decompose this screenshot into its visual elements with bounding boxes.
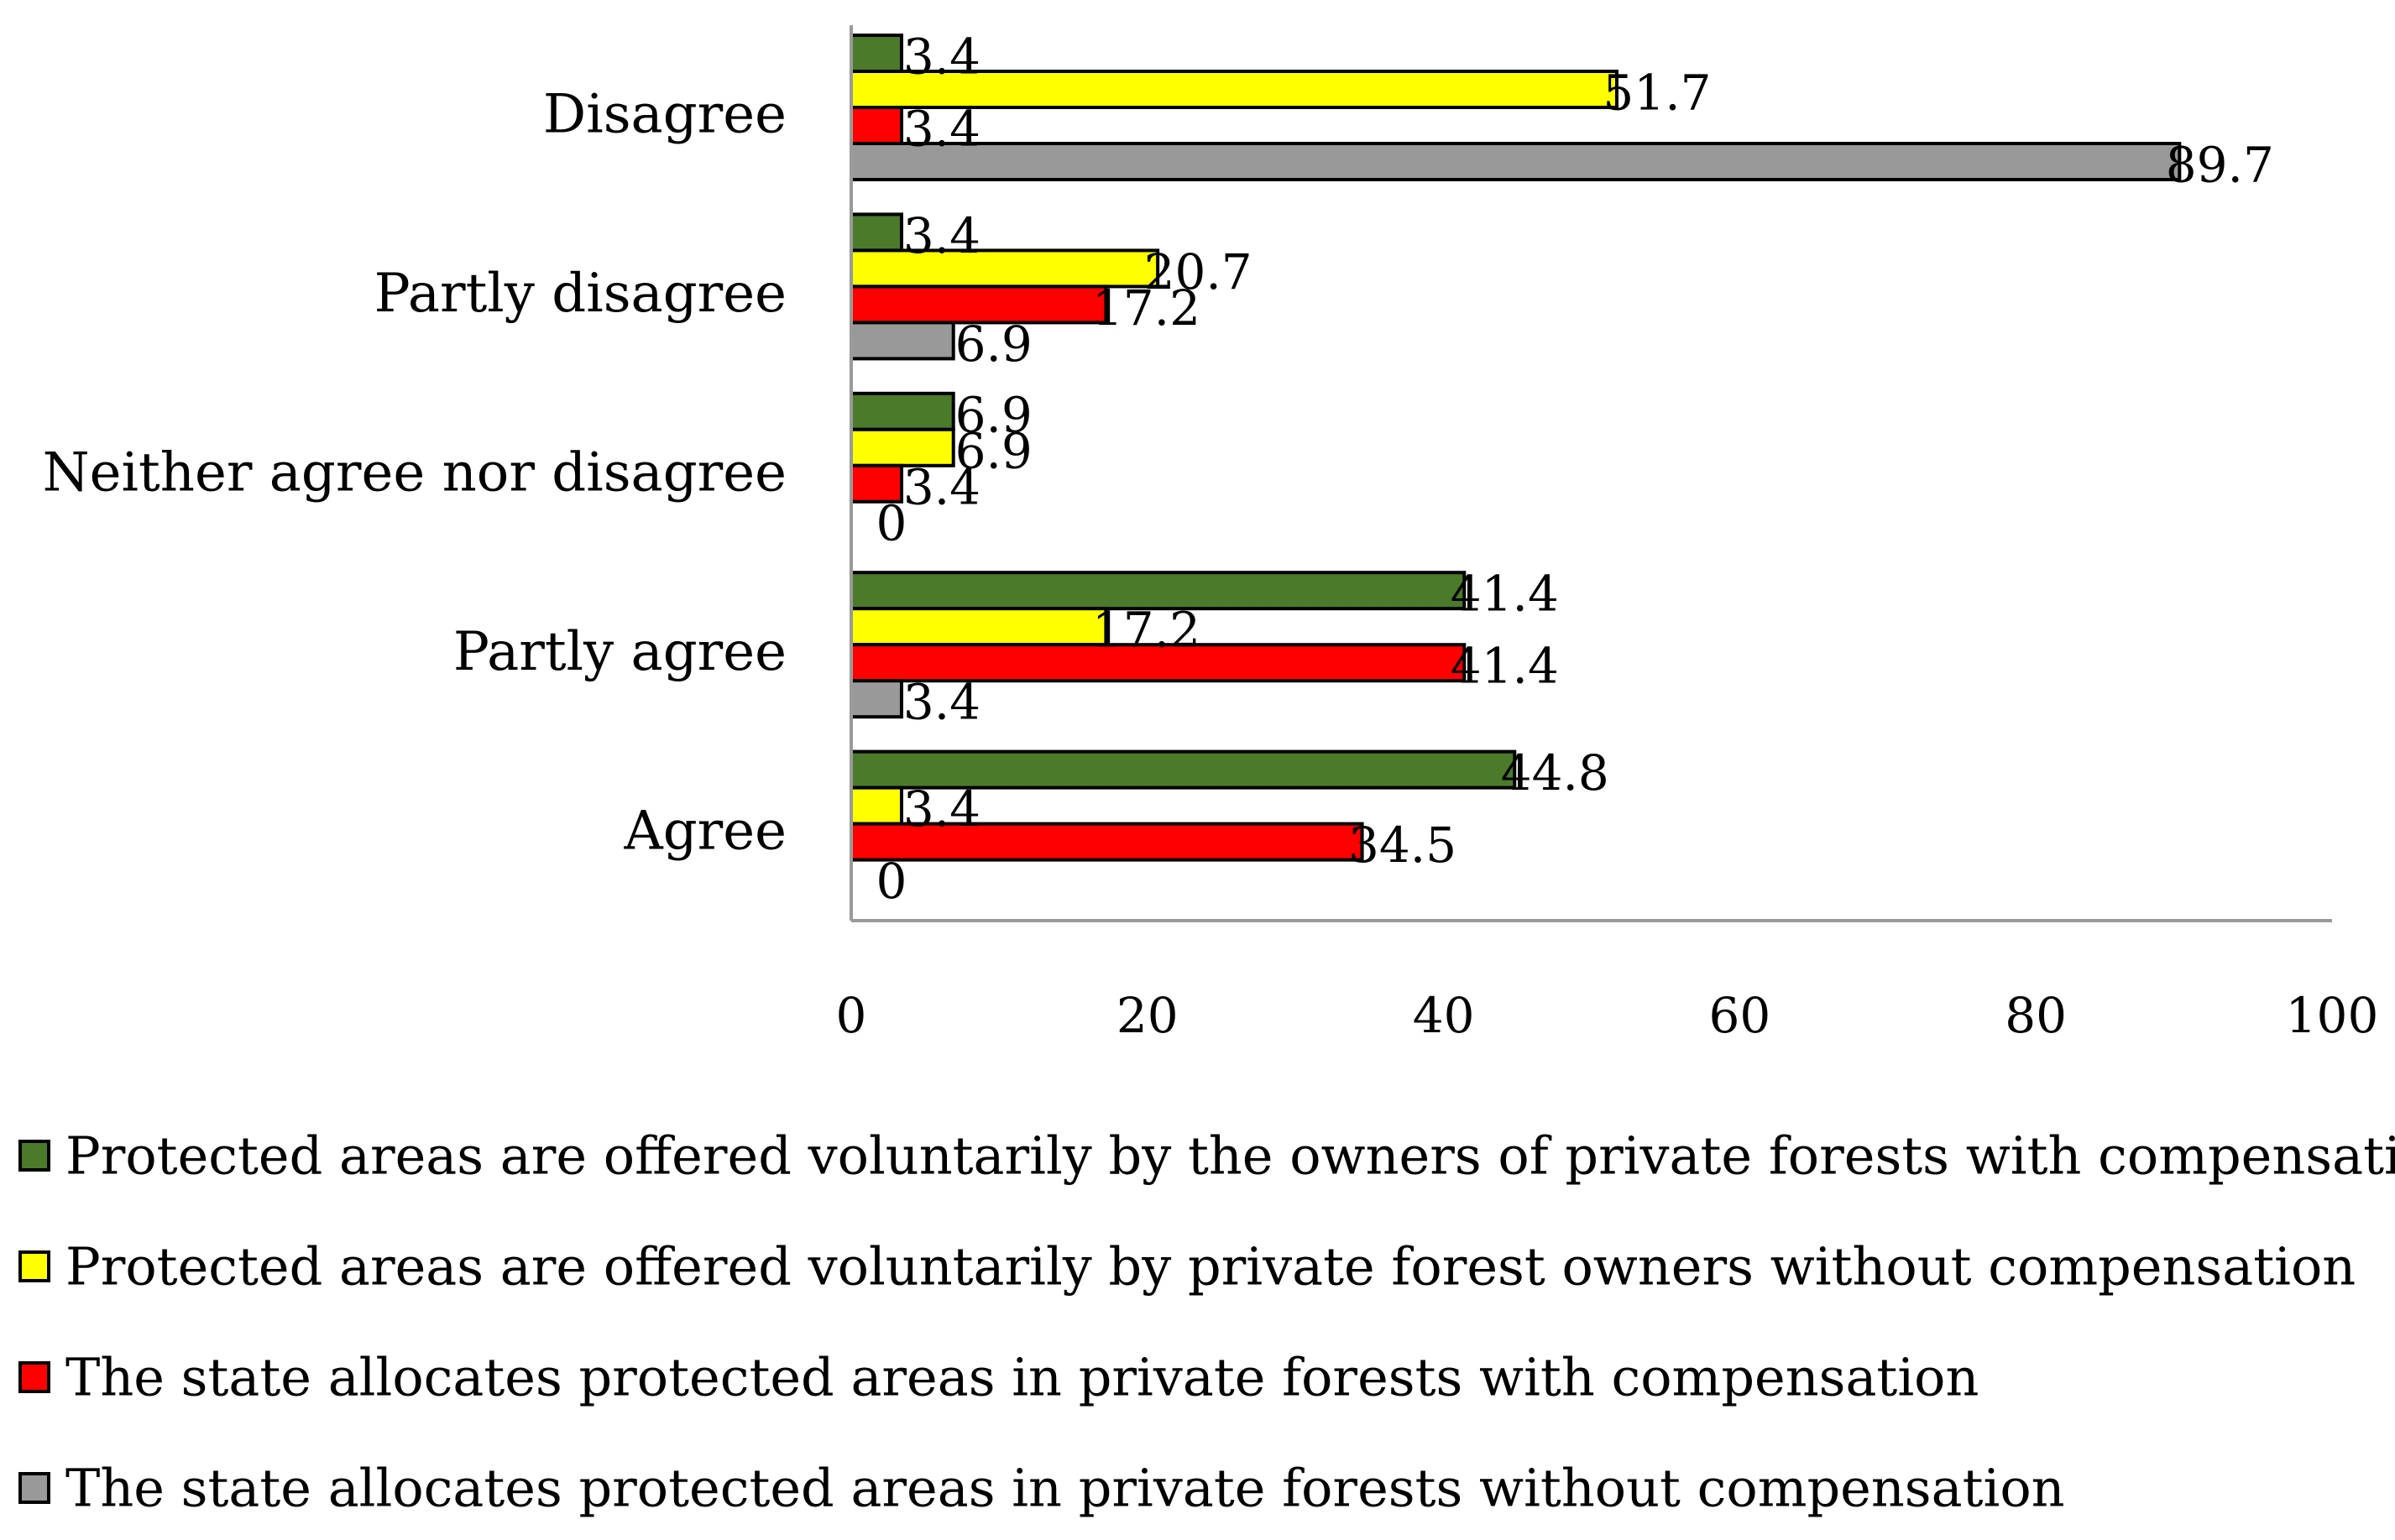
bars	[850, 34, 2182, 862]
plot-area: Disagree Partly disagree Neither agree nor…	[43, 25, 2379, 1044]
legend-label: Protected areas are offered voluntarily …	[65, 1236, 2356, 1297]
data-label: 6.9	[955, 386, 1033, 443]
category-labels: Disagree Partly disagree Neither agree nor…	[43, 84, 787, 863]
data-label: 6.9	[955, 422, 1033, 479]
bar	[850, 463, 903, 504]
category-label: Agree	[623, 800, 787, 862]
legend: Protected areas are offered voluntarily …	[18, 1125, 2395, 1519]
x-tick-label: 20	[1116, 987, 1179, 1044]
x-tick-label: 80	[2005, 987, 2067, 1044]
bar	[850, 607, 1108, 647]
data-label: 17.2	[1092, 602, 1200, 659]
bar	[850, 786, 903, 826]
data-label: 3.4	[903, 780, 980, 838]
bar	[850, 321, 955, 361]
category-label: Partly disagree	[374, 263, 787, 325]
bar	[850, 142, 2182, 181]
legend-swatch	[18, 1361, 50, 1393]
data-labels: 3.451.73.489.73.420.717.26.96.96.93.4041…	[876, 29, 2274, 911]
data-label: 3.4	[903, 458, 980, 515]
data-label: 3.4	[903, 101, 980, 158]
data-label: 6.9	[955, 316, 1033, 373]
category-label: Partly agree	[453, 621, 787, 683]
x-tick-label: 100	[2286, 987, 2379, 1044]
legend-label: The state allocates protected areas in p…	[65, 1347, 1979, 1408]
x-tick-label: 60	[1708, 987, 1770, 1044]
bar	[850, 106, 903, 145]
data-label: 41.4	[1451, 566, 1559, 623]
x-tick-label: 40	[1413, 987, 1475, 1044]
bar	[850, 643, 1467, 683]
data-label: 41.4	[1451, 638, 1559, 695]
category-label: Disagree	[543, 84, 787, 146]
data-label: 0	[876, 853, 907, 910]
x-tick-label: 0	[836, 987, 867, 1044]
legend-label: Protected areas are offered voluntarily …	[65, 1125, 2395, 1187]
data-label: 3.4	[903, 674, 980, 731]
data-label: 51.7	[1603, 65, 1711, 122]
data-label: 0	[876, 494, 907, 551]
data-label: 20.7	[1144, 243, 1252, 300]
category-label: Neither agree nor disagree	[43, 442, 787, 504]
bar	[850, 391, 955, 431]
data-label: 3.4	[903, 207, 980, 264]
data-label: 17.2	[1092, 279, 1200, 337]
bar	[850, 285, 1108, 325]
bar	[850, 34, 903, 73]
legend-swatch	[18, 1140, 50, 1172]
legend-swatch	[18, 1250, 50, 1282]
legend-swatch	[18, 1472, 50, 1504]
bar	[850, 679, 903, 719]
data-label: 34.5	[1348, 817, 1456, 874]
data-label: 89.7	[2166, 137, 2274, 194]
bar	[850, 212, 903, 253]
data-label: 44.8	[1501, 744, 1609, 801]
legend-label: The state allocates protected areas in p…	[65, 1458, 2065, 1519]
x-tick-labels: 0 20 40 60 80 100	[836, 987, 2379, 1044]
data-label: 3.4	[903, 29, 980, 86]
